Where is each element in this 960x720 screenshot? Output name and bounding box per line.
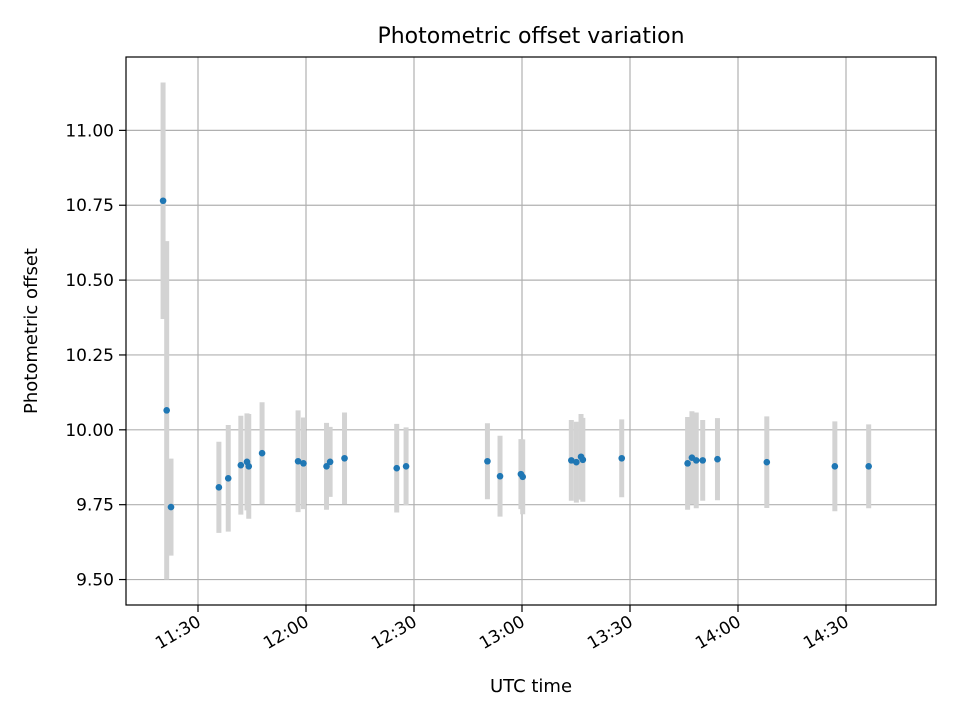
y-tick-label: 11.00 <box>65 121 114 141</box>
data-point <box>341 454 348 462</box>
data-point <box>692 457 700 464</box>
x-tick-label: 13:30 <box>584 612 636 654</box>
data-point <box>402 463 410 470</box>
x-tick-label: 14:00 <box>692 612 744 654</box>
data-point <box>496 472 504 480</box>
y-tick-label: 10.50 <box>65 271 114 291</box>
x-tick-label: 12:30 <box>368 612 420 654</box>
data-point <box>237 461 245 469</box>
data-point <box>159 197 167 205</box>
x-axis-label: UTC time <box>490 676 572 697</box>
x-tick-label: 13:00 <box>476 612 528 654</box>
y-axis-ticks: 9.50 9.75 10.00 10.25 10.50 10.75 11.00 <box>65 121 126 591</box>
plot-area-frame <box>125 56 937 606</box>
x-tick-label: 11:30 <box>152 612 204 654</box>
data-point <box>579 456 587 464</box>
data-point <box>323 463 330 470</box>
data-point <box>618 454 626 462</box>
x-tick-label: 14:30 <box>800 612 852 654</box>
x-axis-ticks: 11:30 12:00 12:30 13:00 13:30 14:00 14:30 <box>152 605 853 654</box>
data-point <box>568 457 575 464</box>
data-point <box>326 458 334 466</box>
data-point <box>763 458 771 466</box>
data-point <box>484 457 491 465</box>
y-tick-label: 10.25 <box>65 346 114 366</box>
data-point <box>224 475 232 482</box>
data-point <box>684 460 691 467</box>
x-tick-label: 12:00 <box>260 612 312 654</box>
data-point <box>300 460 307 467</box>
data-point <box>294 457 302 465</box>
y-tick-label: 9.50 <box>76 571 114 591</box>
data-point <box>831 463 839 470</box>
data-point <box>163 407 170 414</box>
data-point <box>393 464 401 472</box>
y-tick-label: 9.75 <box>76 496 114 516</box>
data-point <box>245 463 253 470</box>
y-tick-label: 10.00 <box>65 421 114 441</box>
data-point <box>714 455 721 463</box>
data-points <box>159 197 872 511</box>
y-axis-label: Photometric offset <box>21 248 42 414</box>
grid <box>126 57 936 605</box>
data-point <box>573 458 580 466</box>
data-point <box>519 473 527 481</box>
chart-title: Photometric offset variation <box>377 24 684 49</box>
data-point <box>215 484 223 491</box>
data-point <box>699 457 707 464</box>
data-point <box>258 449 266 457</box>
data-point <box>865 463 872 470</box>
data-point <box>167 503 175 511</box>
y-tick-label: 10.75 <box>65 196 114 216</box>
